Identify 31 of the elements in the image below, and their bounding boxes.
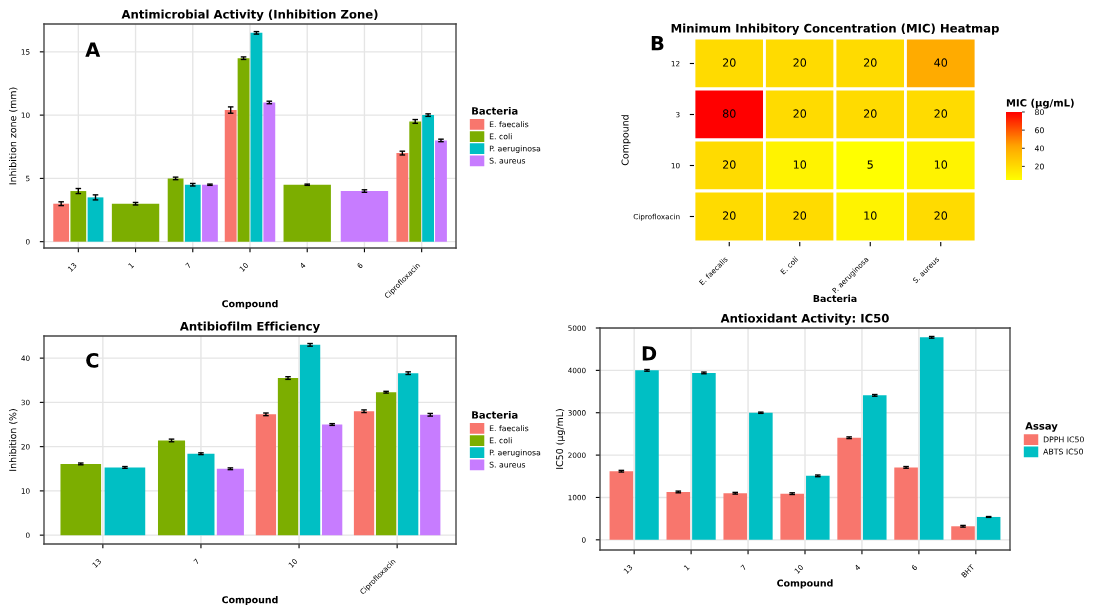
bar bbox=[862, 395, 887, 540]
annotation: C bbox=[86, 352, 99, 368]
bar bbox=[780, 493, 804, 540]
bar bbox=[420, 414, 441, 536]
bar bbox=[666, 491, 691, 540]
bar bbox=[723, 493, 748, 540]
bar bbox=[353, 411, 375, 536]
bar bbox=[919, 337, 944, 540]
bar bbox=[951, 526, 975, 540]
bar bbox=[894, 467, 918, 540]
annotation: A bbox=[85, 42, 101, 57]
bar bbox=[422, 115, 435, 242]
bar bbox=[263, 102, 276, 242]
annotation: D bbox=[642, 346, 657, 361]
bar bbox=[70, 191, 87, 242]
bar bbox=[224, 110, 237, 242]
bar bbox=[299, 344, 321, 536]
bar bbox=[976, 516, 1001, 540]
bar bbox=[435, 140, 447, 242]
bar bbox=[806, 475, 830, 540]
bar bbox=[202, 184, 218, 242]
bar bbox=[609, 471, 634, 540]
bar bbox=[255, 414, 277, 536]
bar bbox=[837, 437, 861, 540]
bar bbox=[749, 412, 773, 540]
bar bbox=[635, 370, 659, 540]
text: B bbox=[651, 36, 664, 51]
bar bbox=[692, 372, 716, 540]
bar bbox=[250, 32, 263, 242]
bar bbox=[322, 424, 343, 536]
bar bbox=[396, 153, 409, 242]
